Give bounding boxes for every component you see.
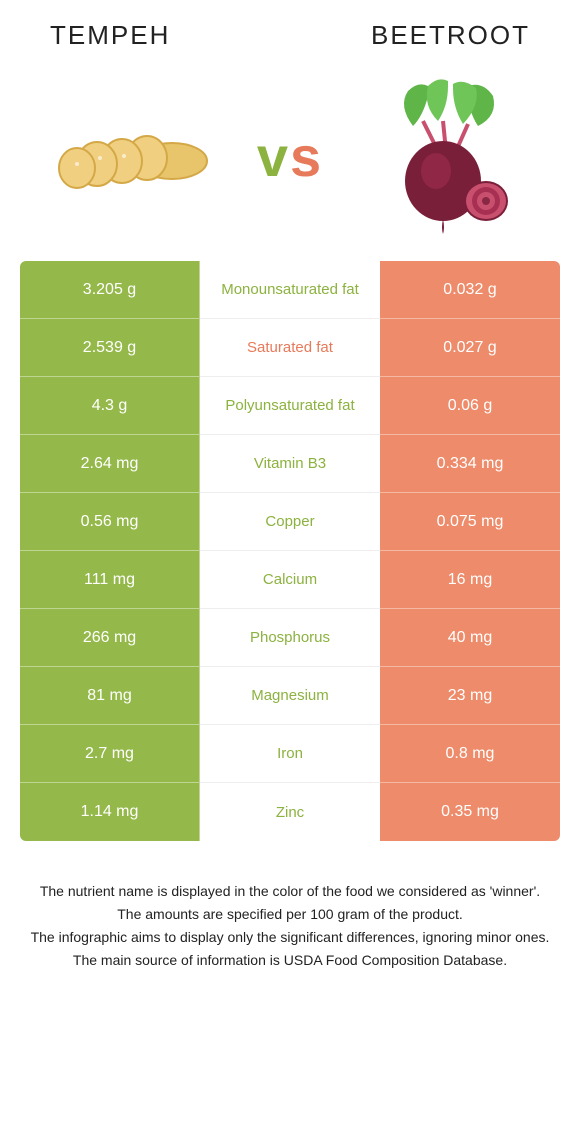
- left-value: 1.14 mg: [20, 783, 200, 841]
- left-value: 81 mg: [20, 667, 200, 725]
- footnote-line: The infographic aims to display only the…: [30, 927, 550, 948]
- left-value: 111 mg: [20, 551, 200, 609]
- table-row: 4.3 gPolyunsaturated fat0.06 g: [20, 377, 560, 435]
- right-value: 0.027 g: [380, 319, 560, 377]
- header: Tempeh Beetroot: [0, 0, 580, 61]
- nutrient-name: Phosphorus: [200, 609, 380, 667]
- footnote-line: The main source of information is USDA F…: [30, 950, 550, 971]
- table-row: 2.64 mgVitamin B30.334 mg: [20, 435, 560, 493]
- footnote-line: The nutrient name is displayed in the co…: [30, 881, 550, 902]
- tempeh-image: [52, 76, 212, 236]
- right-value: 40 mg: [380, 609, 560, 667]
- table-row: 2.539 gSaturated fat0.027 g: [20, 319, 560, 377]
- nutrient-name: Vitamin B3: [200, 435, 380, 493]
- vs-v-letter: v: [257, 125, 290, 188]
- images-row: vs: [0, 61, 580, 261]
- left-value: 266 mg: [20, 609, 200, 667]
- right-value: 23 mg: [380, 667, 560, 725]
- footnotes: The nutrient name is displayed in the co…: [0, 841, 580, 973]
- nutrient-name: Polyunsaturated fat: [200, 377, 380, 435]
- right-value: 0.075 mg: [380, 493, 560, 551]
- beetroot-image: [368, 76, 528, 236]
- footnote-line: The amounts are specified per 100 gram o…: [30, 904, 550, 925]
- left-value: 0.56 mg: [20, 493, 200, 551]
- left-value: 2.7 mg: [20, 725, 200, 783]
- nutrient-name: Monounsaturated fat: [200, 261, 380, 319]
- nutrient-name: Calcium: [200, 551, 380, 609]
- right-value: 0.032 g: [380, 261, 560, 319]
- nutrient-name: Iron: [200, 725, 380, 783]
- table-row: 1.14 mgZinc0.35 mg: [20, 783, 560, 841]
- nutrient-name: Saturated fat: [200, 319, 380, 377]
- right-value: 0.35 mg: [380, 783, 560, 841]
- left-value: 4.3 g: [20, 377, 200, 435]
- right-value: 0.06 g: [380, 377, 560, 435]
- left-value: 2.539 g: [20, 319, 200, 377]
- right-value: 0.334 mg: [380, 435, 560, 493]
- table-row: 2.7 mgIron0.8 mg: [20, 725, 560, 783]
- nutrient-name: Zinc: [200, 783, 380, 841]
- table-row: 266 mgPhosphorus40 mg: [20, 609, 560, 667]
- comparison-table: 3.205 gMonounsaturated fat0.032 g2.539 g…: [20, 261, 560, 841]
- right-value: 0.8 mg: [380, 725, 560, 783]
- table-row: 3.205 gMonounsaturated fat0.032 g: [20, 261, 560, 319]
- vs-s-letter: s: [290, 125, 323, 188]
- left-value: 2.64 mg: [20, 435, 200, 493]
- left-food-title: Tempeh: [50, 20, 170, 51]
- nutrient-name: Magnesium: [200, 667, 380, 725]
- right-food-title: Beetroot: [371, 20, 530, 51]
- right-value: 16 mg: [380, 551, 560, 609]
- table-row: 0.56 mgCopper0.075 mg: [20, 493, 560, 551]
- vs-badge: vs: [257, 124, 323, 189]
- table-row: 111 mgCalcium16 mg: [20, 551, 560, 609]
- left-value: 3.205 g: [20, 261, 200, 319]
- nutrient-name: Copper: [200, 493, 380, 551]
- table-row: 81 mgMagnesium23 mg: [20, 667, 560, 725]
